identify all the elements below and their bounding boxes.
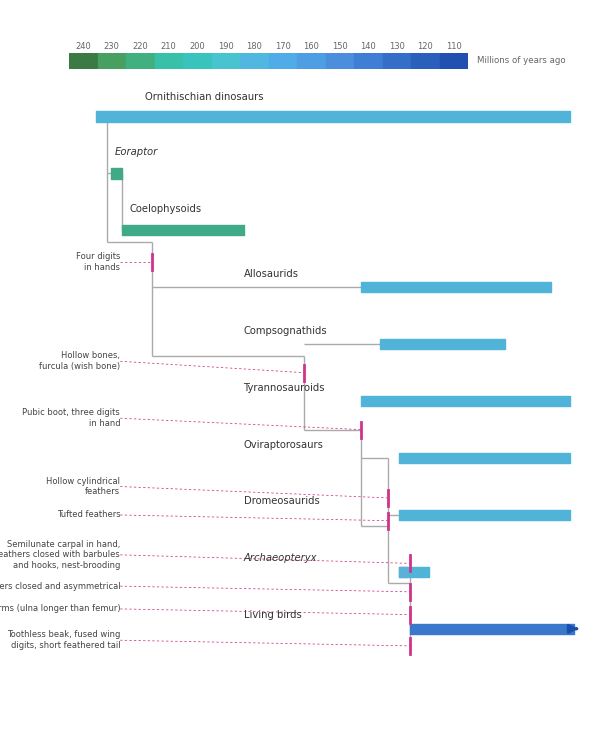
Text: Tufted feathers: Tufted feathers xyxy=(56,510,120,520)
Bar xyxy=(297,53,325,69)
Text: Millions of years ago: Millions of years ago xyxy=(477,56,566,65)
Bar xyxy=(383,53,411,69)
Text: Ornithischian dinosaurs: Ornithischian dinosaurs xyxy=(145,92,263,102)
Bar xyxy=(269,53,297,69)
Text: Compsognathids: Compsognathids xyxy=(244,326,327,336)
Bar xyxy=(69,53,97,69)
Text: Living birds: Living birds xyxy=(244,610,301,620)
Text: Allosaurids: Allosaurids xyxy=(244,269,299,279)
Text: Oviraptorosaurs: Oviraptorosaurs xyxy=(244,439,323,450)
Bar xyxy=(212,53,240,69)
Text: Toothless beak, fused wing
digits, short feathered tail: Toothless beak, fused wing digits, short… xyxy=(7,630,120,650)
Text: Semilunate carpal in hand,
feathers closed with barbules
and hooks, nest-broodin: Semilunate carpal in hand, feathers clos… xyxy=(0,539,120,570)
Text: Coelophysoids: Coelophysoids xyxy=(130,204,202,215)
Bar xyxy=(155,53,183,69)
Text: Pubic boot, three digits
in hand: Pubic boot, three digits in hand xyxy=(22,408,120,428)
Text: Dromeosaurids: Dromeosaurids xyxy=(244,496,319,507)
Text: Tyrannosauroids: Tyrannosauroids xyxy=(244,383,325,393)
Text: Four digits
in hands: Four digits in hands xyxy=(76,252,120,272)
Text: Hollow cylindrical
feathers: Hollow cylindrical feathers xyxy=(46,477,120,496)
Text: Archaeopteryx: Archaeopteryx xyxy=(244,553,317,564)
Bar xyxy=(354,53,383,69)
Bar xyxy=(439,53,468,69)
Bar xyxy=(240,53,269,69)
Bar xyxy=(183,53,212,69)
Text: Eoraptor: Eoraptor xyxy=(115,147,158,158)
Bar xyxy=(97,53,126,69)
Text: Long arms (ulna longer than femur): Long arms (ulna longer than femur) xyxy=(0,604,120,613)
Bar xyxy=(126,53,155,69)
Text: Hollow bones,
furcula (wish bone): Hollow bones, furcula (wish bone) xyxy=(39,351,120,371)
Text: Feathers closed and asymmetrical: Feathers closed and asymmetrical xyxy=(0,582,120,591)
Bar xyxy=(325,53,354,69)
Bar xyxy=(411,53,439,69)
